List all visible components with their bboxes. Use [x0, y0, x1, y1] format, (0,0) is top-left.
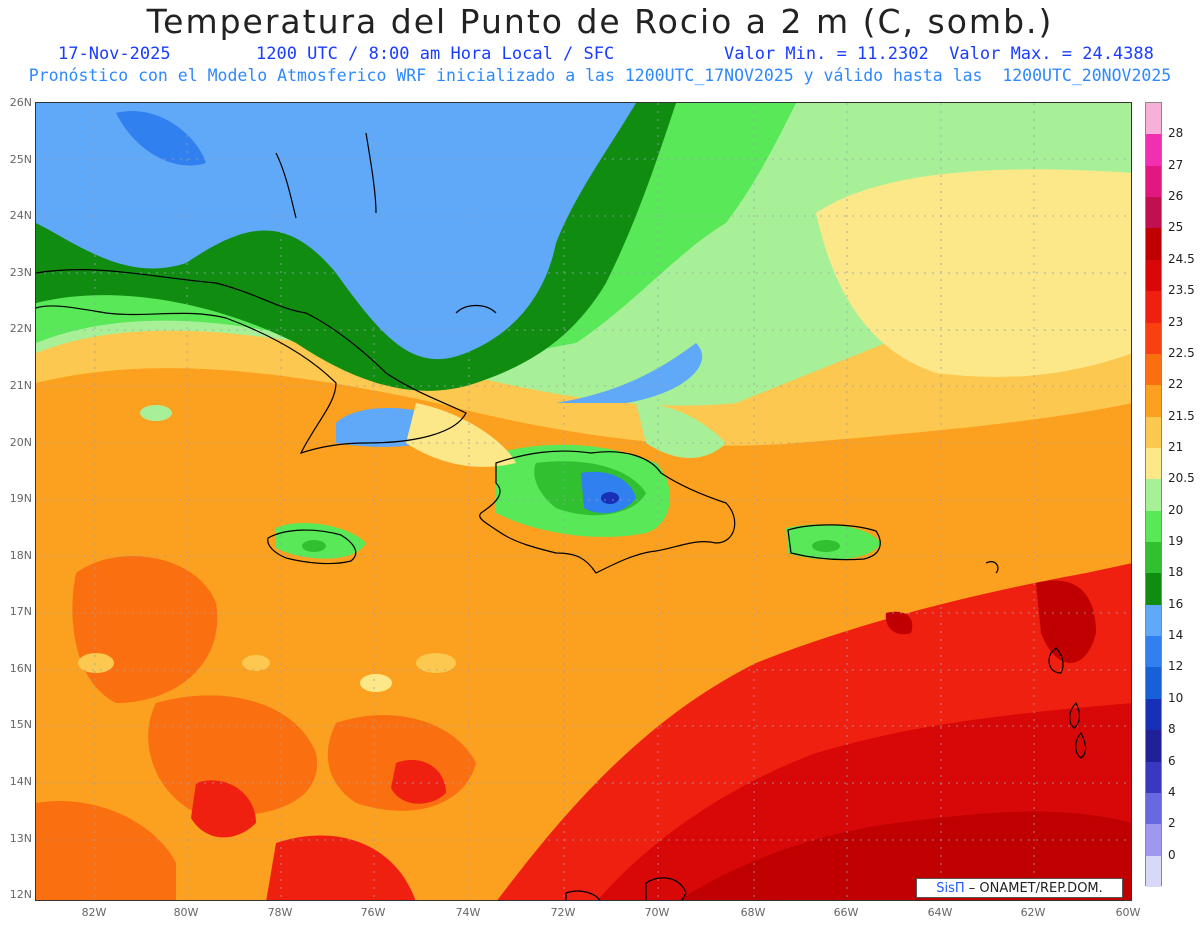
sistpi-logo: SisΠ [936, 881, 965, 896]
colorbar-segment [1146, 353, 1161, 386]
lat-label: 26N [9, 96, 32, 109]
lat-label: 18N [9, 549, 32, 562]
lon-label: 80W [173, 906, 199, 919]
colorbar-segment [1146, 573, 1161, 606]
colorbar-label: 19 [1168, 534, 1184, 549]
lon-label: 60W [1115, 906, 1141, 919]
colorbar-segment [1146, 228, 1161, 261]
colorbar-segment [1146, 322, 1161, 355]
lon-label: 74W [455, 906, 481, 919]
lat-label: 24N [9, 209, 32, 222]
colorbar-label: 27 [1168, 157, 1184, 172]
colorbar-label: 16 [1168, 596, 1184, 611]
map-title: Temperatura del Punto de Rocio a 2 m (C,… [146, 2, 1054, 41]
forecast-date: 17-Nov-2025 [58, 44, 171, 64]
colorbar-segment [1146, 667, 1161, 700]
colorbar-label: 12 [1168, 659, 1184, 674]
colorbar-segment [1146, 385, 1161, 418]
credit-box: SisΠ – ONAMET/REP.DOM. [916, 878, 1123, 898]
colorbar-segment [1146, 479, 1161, 512]
colorbar-segment [1146, 824, 1161, 857]
colorbar-segment [1146, 510, 1161, 543]
colorbar-label: 23.5 [1168, 283, 1195, 298]
credit-text: – ONAMET/REP.DOM. [964, 881, 1103, 896]
lon-label: 66W [833, 906, 859, 919]
colorbar-label: 22.5 [1168, 345, 1195, 360]
colorbar-label: 25 [1168, 220, 1184, 235]
forecast-time: 1200 UTC / 8:00 am Hora Local / SFC [256, 44, 615, 64]
dewpoint-map [35, 102, 1132, 901]
lon-label: 70W [644, 906, 670, 919]
colorbar-label: 24.5 [1168, 251, 1195, 266]
lon-label: 78W [267, 906, 293, 919]
colorbar-label: 10 [1168, 690, 1184, 705]
colorbar-segment [1146, 698, 1161, 731]
lat-label: 13N [9, 832, 32, 845]
colorbar-label: 23 [1168, 314, 1184, 329]
lon-label: 64W [927, 906, 953, 919]
model-subtitle: Pronóstico con el Modelo Atmosferico WRF… [28, 66, 1172, 85]
lat-label: 21N [9, 379, 32, 392]
colorbar-label: 26 [1168, 189, 1184, 204]
colorbar-segment [1146, 259, 1161, 292]
colorbar-segment [1146, 134, 1161, 167]
colorbar-segment [1146, 855, 1161, 888]
colorbar-label: 21 [1168, 439, 1184, 454]
lat-label: 16N [9, 662, 32, 675]
lon-label: 82W [81, 906, 107, 919]
colorbar-segment [1146, 604, 1161, 637]
colorbar-label: 21.5 [1168, 408, 1195, 423]
colorbar-label: 14 [1168, 628, 1184, 643]
colorbar-segment [1146, 416, 1161, 449]
lat-label: 25N [9, 153, 32, 166]
colorbar-segment [1146, 730, 1161, 763]
lon-label: 62W [1020, 906, 1046, 919]
lat-label: 20N [9, 436, 32, 449]
min-max-values: Valor Min. = 11.2302 Valor Max. = 24.438… [724, 44, 1154, 64]
colorbar-label: 6 [1168, 753, 1176, 768]
lon-label: 76W [360, 906, 386, 919]
colorbar-label: 8 [1168, 722, 1176, 737]
colorbar-segment [1146, 636, 1161, 668]
lat-label: 14N [9, 775, 32, 788]
lat-label: 12N [9, 888, 32, 901]
lat-label: 22N [9, 322, 32, 335]
lat-label: 23N [9, 266, 32, 279]
colorbar-label: 4 [1168, 784, 1176, 799]
dewpoint-field [36, 103, 1131, 900]
colorbar-segment [1146, 103, 1161, 135]
colorbar-segment [1146, 792, 1161, 825]
colorbar-segment [1146, 761, 1161, 794]
colorbar-segment [1146, 291, 1161, 324]
colorbar-segment [1146, 197, 1161, 229]
colorbar-label: 20.5 [1168, 471, 1195, 486]
lon-label: 72W [550, 906, 576, 919]
colorbar [1145, 102, 1162, 888]
colorbar-label: 18 [1168, 565, 1184, 580]
colorbar-label: 28 [1168, 126, 1184, 141]
colorbar-segment [1146, 165, 1161, 198]
colorbar-label: 0 [1168, 847, 1176, 862]
colorbar-label: 2 [1168, 816, 1176, 831]
lat-label: 17N [9, 605, 32, 618]
lat-label: 19N [9, 492, 32, 505]
colorbar-segment [1146, 542, 1161, 574]
colorbar-label: 22 [1168, 377, 1184, 392]
colorbar-segment [1146, 447, 1161, 480]
colorbar-label: 20 [1168, 502, 1184, 517]
lat-label: 15N [9, 718, 32, 731]
lon-label: 68W [740, 906, 766, 919]
